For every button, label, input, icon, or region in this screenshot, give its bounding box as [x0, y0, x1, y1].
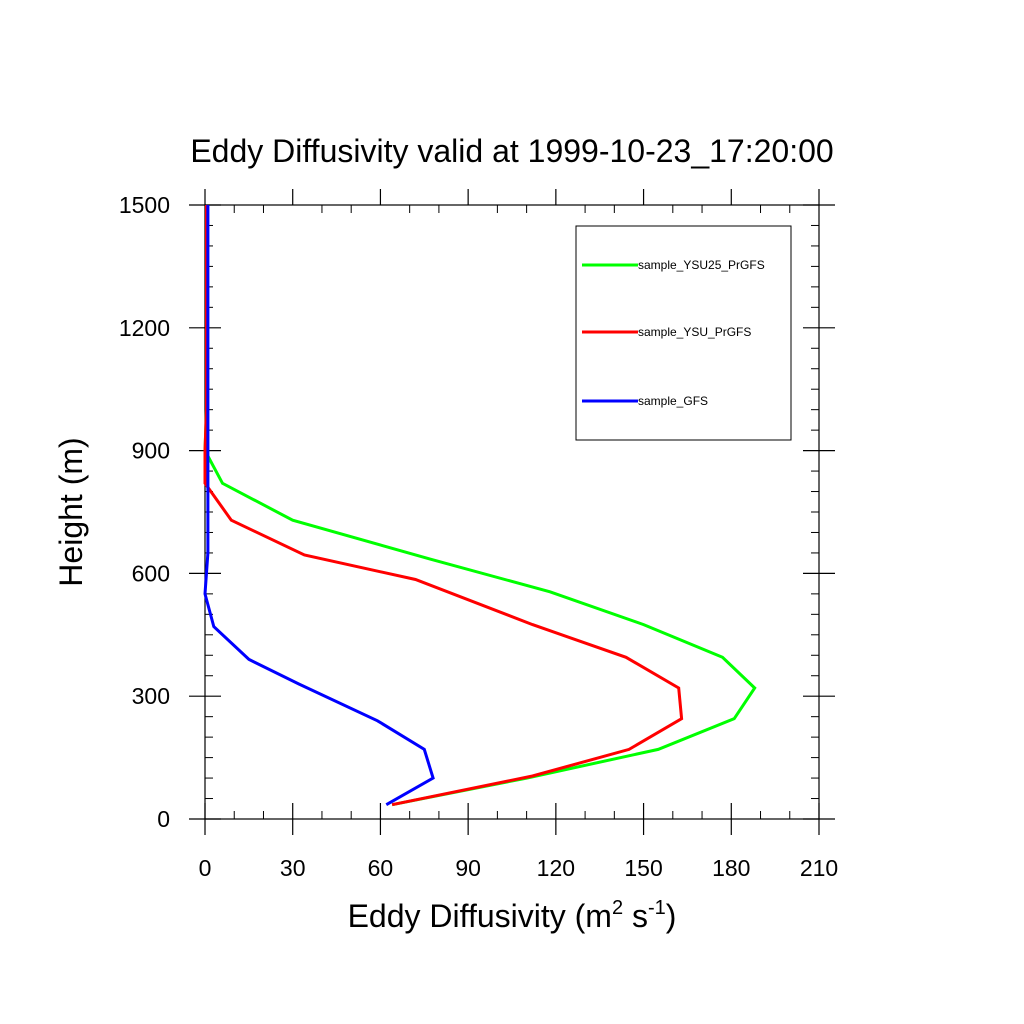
x-axis-tick-labels: 0 30 60 90 120 150 180 210: [199, 855, 839, 881]
y-tick-label: 1200: [119, 315, 170, 341]
x-axis-title-sup1: 2: [612, 897, 623, 919]
x-tick-label: 0: [199, 855, 212, 881]
legend: sample_YSU25_PrGFS sample_YSU_PrGFSsample…: [575, 225, 792, 441]
x-axis-title-mid: s: [623, 898, 648, 934]
y-tick-label: 1500: [119, 192, 170, 218]
x-tick-label: 210: [800, 855, 838, 881]
y-axis-tick-labels: 0 300 600 900 1200 1500: [119, 192, 170, 832]
legend-label-sample-gfs: sample_GFS: [638, 394, 708, 408]
x-tick-label: 30: [280, 855, 306, 881]
x-tick-label: 180: [712, 855, 750, 881]
chart-title: Eddy Diffusivity valid at 1999-10-23_17:…: [190, 133, 833, 169]
x-tick-label: 90: [455, 855, 481, 881]
axis-ticks: [189, 189, 835, 835]
x-axis-title: Eddy Diffusivity (m2 s-1): [348, 897, 677, 934]
y-tick-label: 600: [132, 560, 170, 586]
x-tick-label: 60: [368, 855, 394, 881]
y-tick-label: 0: [157, 806, 170, 832]
series-lines: [203, 205, 757, 807]
y-tick-label: 300: [132, 683, 170, 709]
series-line-sample-ysu-prgfs: [203, 205, 684, 807]
y-tick-label: 900: [132, 438, 170, 464]
series-line-sample-gfs: [203, 205, 435, 807]
x-tick-label: 150: [624, 855, 662, 881]
y-axis-title: Height (m): [53, 437, 89, 586]
legend-items: sample_YSU25_PrGFS sample_YSU_PrGFSsample…: [582, 258, 765, 408]
x-tick-label: 120: [537, 855, 575, 881]
legend-label-sample-ysu25-prgfs: sample_YSU25_PrGFS: [638, 258, 765, 272]
x-axis-title-sup2: -1: [648, 897, 666, 919]
x-axis-title-end: ): [666, 898, 677, 934]
x-axis-title-main: Eddy Diffusivity (m: [348, 898, 612, 934]
legend-label-sample-ysu-prgfs: sample_YSU_PrGFS: [638, 325, 751, 339]
